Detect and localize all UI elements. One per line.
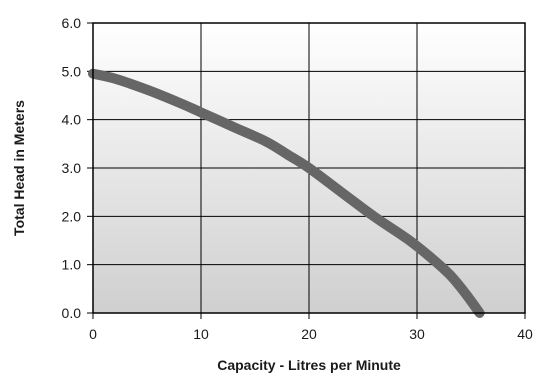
y-tick-labels: 0.0 1.0 2.0 3.0 4.0 5.0 6.0 <box>62 15 82 321</box>
x-tick-label: 40 <box>517 326 533 342</box>
y-tick-label: 3.0 <box>62 160 82 176</box>
y-tick-label: 6.0 <box>62 15 82 31</box>
axis-ticks <box>87 22 526 319</box>
x-tick-label: 0 <box>89 326 97 342</box>
x-tick-label: 20 <box>301 326 317 342</box>
y-tick-label: 5.0 <box>62 63 82 79</box>
x-axis-title: Capacity - Litres per Minute <box>217 357 401 373</box>
y-tick-label: 2.0 <box>62 208 82 224</box>
series-line <box>88 68 485 318</box>
y-tick-label: 4.0 <box>62 112 82 128</box>
x-tick-label: 30 <box>409 326 425 342</box>
x-tick-label: 10 <box>193 326 209 342</box>
y-tick-label: 0.0 <box>62 305 82 321</box>
plot-frame <box>92 22 526 314</box>
y-tick-label: 1.0 <box>62 257 82 273</box>
y-axis-title: Total Head in Meters <box>11 100 27 236</box>
x-tick-labels: 0 10 20 30 40 <box>89 326 533 342</box>
